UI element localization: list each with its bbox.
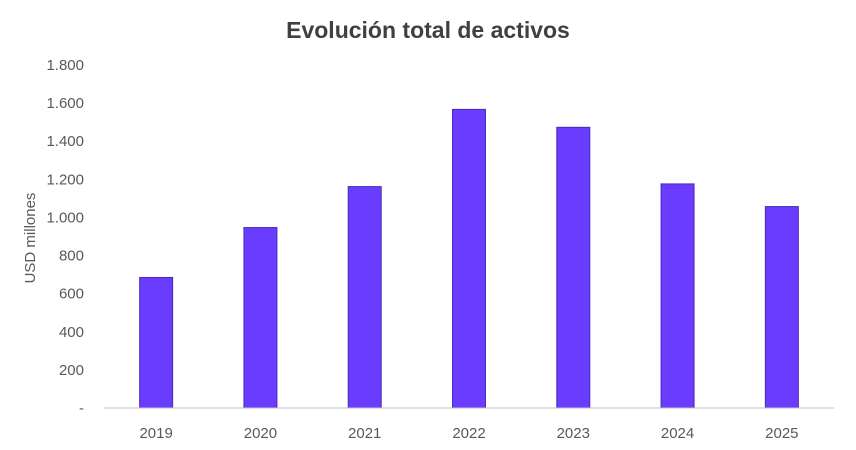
bar-2020 bbox=[243, 227, 278, 409]
y-tick-label: - bbox=[79, 400, 84, 417]
y-tick-label: 1.200 bbox=[46, 171, 84, 188]
y-tick-label: 200 bbox=[59, 362, 84, 379]
y-axis-label: USD millones bbox=[22, 193, 39, 284]
x-tick-label: 2019 bbox=[139, 425, 172, 442]
y-tick-label: 1.400 bbox=[46, 133, 84, 150]
x-tick-label: 2022 bbox=[452, 425, 485, 442]
x-tick-label: 2020 bbox=[244, 425, 277, 442]
y-tick-label: 600 bbox=[59, 286, 84, 303]
y-tick-label: 400 bbox=[59, 324, 84, 341]
chart-title: Evolución total de activos bbox=[286, 17, 570, 43]
bar-2021 bbox=[347, 186, 382, 409]
bar-2024 bbox=[660, 183, 695, 409]
x-axis-ticks: 2019 2020 2021 2022 2023 2024 2025 bbox=[139, 425, 798, 442]
x-tick-label: 2021 bbox=[348, 425, 381, 442]
y-tick-label: 1.800 bbox=[46, 57, 84, 74]
y-tick-label: 1.000 bbox=[46, 209, 84, 226]
y-tick-label: 1.600 bbox=[46, 95, 84, 112]
bar-2019 bbox=[139, 276, 174, 409]
y-axis-ticks: - 200 400 600 800 1.000 1.200 1.400 1.600 1.800 bbox=[46, 57, 84, 417]
bar-series bbox=[139, 108, 799, 409]
y-tick-label: 800 bbox=[59, 248, 84, 265]
bar-2023 bbox=[556, 126, 591, 409]
bar-2022 bbox=[452, 108, 486, 409]
bar-2025 bbox=[764, 206, 799, 409]
x-tick-label: 2023 bbox=[557, 425, 590, 442]
x-tick-label: 2024 bbox=[661, 425, 694, 442]
x-tick-label: 2025 bbox=[765, 425, 798, 442]
